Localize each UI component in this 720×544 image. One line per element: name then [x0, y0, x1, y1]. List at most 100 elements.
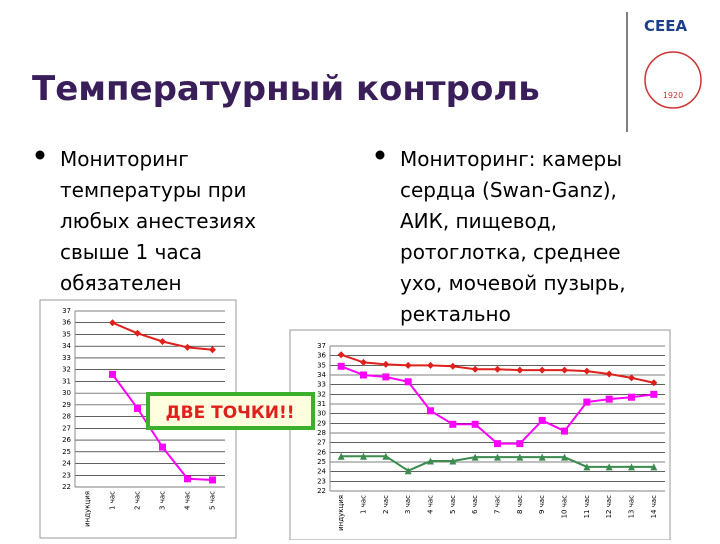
- point: [650, 390, 658, 398]
- y-tick-label: 36: [317, 352, 326, 360]
- point: [382, 452, 390, 460]
- x-tick-label: 5 час: [209, 491, 217, 510]
- point: [134, 329, 141, 337]
- point: [382, 373, 390, 381]
- x-tick-label: индукция: [84, 491, 92, 527]
- point: [360, 452, 367, 460]
- point: [561, 366, 568, 374]
- logo-year: 1920: [663, 91, 683, 100]
- x-tick-label: 14 час: [650, 495, 658, 519]
- point: [404, 361, 412, 369]
- point: [184, 475, 191, 483]
- point: [209, 346, 216, 354]
- y-tick-label: 30: [62, 389, 71, 397]
- x-tick-label: 11 час: [583, 495, 591, 519]
- annotation-box: [146, 392, 315, 430]
- point: [109, 370, 116, 378]
- y-tick-label: 28: [317, 429, 326, 437]
- point: [628, 463, 635, 471]
- point: [184, 343, 191, 351]
- point: [109, 319, 116, 327]
- y-tick-label: 35: [62, 330, 71, 338]
- point: [404, 378, 412, 386]
- point: [561, 427, 568, 435]
- y-tick-label: 29: [62, 401, 71, 409]
- x-tick-label: 6 час: [471, 495, 479, 514]
- y-tick-label: 27: [62, 424, 71, 432]
- point: [516, 366, 524, 374]
- bullet-line: температуры при: [60, 178, 246, 202]
- x-tick-label: 5 час: [449, 495, 457, 514]
- y-tick-label: 26: [62, 436, 71, 444]
- point: [134, 404, 141, 412]
- x-tick-label: 2 час: [382, 495, 390, 514]
- x-tick-label: 2 час: [134, 491, 142, 510]
- point: [583, 367, 591, 375]
- point: [516, 453, 524, 461]
- x-tick-label: 3 час: [159, 491, 167, 510]
- point: [471, 365, 479, 373]
- bullet-line: ротоглотка, среднее: [400, 240, 621, 264]
- point: [337, 351, 345, 359]
- point: [471, 420, 479, 428]
- y-tick-label: 34: [62, 342, 71, 350]
- point: [494, 365, 501, 373]
- point: [650, 379, 658, 387]
- y-tick-label: 37: [317, 342, 326, 350]
- bullet-line: ректально: [400, 302, 511, 326]
- point: [360, 358, 367, 366]
- y-tick-label: 31: [317, 400, 326, 408]
- charts: 22232425262728293031323334353637индукция…: [62, 307, 665, 531]
- point: [427, 457, 434, 465]
- point: [516, 440, 524, 448]
- point: [605, 395, 613, 403]
- point: [605, 463, 613, 471]
- x-tick-label: 4 час: [184, 491, 192, 510]
- point: [561, 453, 568, 461]
- bullet-line: любых анестезиях: [60, 209, 256, 233]
- y-tick-label: 32: [62, 366, 71, 374]
- x-tick-label: 1 час: [109, 491, 117, 510]
- point: [628, 374, 635, 382]
- point: [538, 453, 546, 461]
- y-tick-label: 30: [317, 410, 326, 418]
- point: [449, 420, 457, 428]
- bullets-left: Мониторинг температуры при любых анестезия…: [60, 147, 256, 295]
- x-tick-label: 3 час: [404, 495, 412, 514]
- y-tick-label: 36: [62, 319, 71, 327]
- point: [337, 362, 345, 370]
- point: [427, 407, 434, 415]
- point: [494, 440, 501, 448]
- y-tick-label: 34: [317, 371, 326, 379]
- y-tick-label: 33: [62, 354, 71, 362]
- point: [449, 362, 457, 370]
- x-tick-label: 13 час: [628, 495, 636, 519]
- bullet: [35, 150, 45, 160]
- x-tick-label: 4 час: [427, 495, 435, 514]
- y-tick-label: 24: [317, 468, 326, 476]
- point: [404, 467, 412, 475]
- y-tick-label: 25: [317, 458, 326, 466]
- point: [209, 476, 216, 484]
- point: [628, 393, 635, 401]
- point: [605, 370, 613, 378]
- y-tick-label: 24: [62, 460, 71, 468]
- bullet-line: АИК, пищевод,: [400, 209, 557, 233]
- bullet: [375, 150, 385, 160]
- logo-text: CEEA: [644, 17, 688, 35]
- y-tick-label: 33: [317, 381, 326, 389]
- y-tick-label: 23: [317, 477, 326, 485]
- bullet-line: ухо, мочевой пузырь,: [400, 271, 626, 295]
- bullet-line: Мониторинг: камеры: [400, 147, 622, 171]
- y-tick-label: 29: [317, 419, 326, 427]
- point: [583, 463, 591, 471]
- y-tick-label: 22: [317, 487, 326, 495]
- y-tick-label: 28: [62, 413, 71, 421]
- x-tick-label: индукция: [337, 495, 345, 531]
- y-tick-label: 26: [317, 448, 326, 456]
- annotation: ДВЕ ТОЧКИ!!: [165, 403, 294, 423]
- y-tick-label: 25: [62, 448, 71, 456]
- point: [583, 398, 591, 406]
- y-tick-label: 31: [62, 377, 71, 385]
